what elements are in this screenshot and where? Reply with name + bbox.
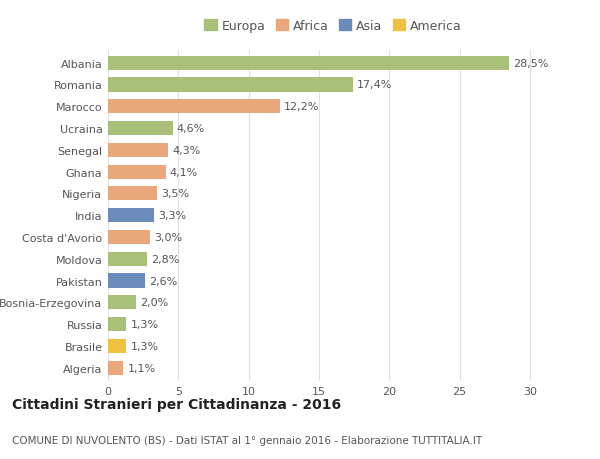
Text: 4,3%: 4,3% (173, 146, 201, 156)
Bar (108, 361, 124, 375)
Bar (108, 317, 126, 331)
Text: 1,3%: 1,3% (131, 341, 158, 351)
Bar (108, 165, 166, 179)
Text: 1,1%: 1,1% (128, 363, 156, 373)
Text: 3,5%: 3,5% (161, 189, 190, 199)
Text: 4,6%: 4,6% (177, 124, 205, 134)
Bar (108, 252, 148, 266)
Text: 4,1%: 4,1% (170, 167, 198, 177)
Bar (108, 122, 173, 136)
Bar (108, 339, 126, 353)
Bar (108, 230, 150, 245)
Bar (108, 274, 145, 288)
Legend: Europa, Africa, Asia, America: Europa, Africa, Asia, America (199, 15, 467, 38)
Bar (108, 209, 154, 223)
Text: 17,4%: 17,4% (357, 80, 392, 90)
Text: 28,5%: 28,5% (513, 59, 548, 68)
Bar (108, 78, 353, 92)
Text: Cittadini Stranieri per Cittadinanza - 2016: Cittadini Stranieri per Cittadinanza - 2… (12, 397, 341, 411)
Text: 3,0%: 3,0% (154, 232, 182, 242)
Bar (108, 143, 169, 157)
Text: 3,3%: 3,3% (158, 211, 187, 221)
Bar (108, 100, 280, 114)
Bar (108, 187, 157, 201)
Bar (108, 296, 136, 310)
Text: COMUNE DI NUVOLENTO (BS) - Dati ISTAT al 1° gennaio 2016 - Elaborazione TUTTITAL: COMUNE DI NUVOLENTO (BS) - Dati ISTAT al… (12, 435, 482, 445)
Text: 1,3%: 1,3% (131, 319, 158, 330)
Text: 12,2%: 12,2% (284, 102, 319, 112)
Text: 2,8%: 2,8% (152, 254, 180, 264)
Bar (108, 56, 509, 71)
Text: 2,0%: 2,0% (140, 298, 169, 308)
Text: 2,6%: 2,6% (149, 276, 177, 286)
